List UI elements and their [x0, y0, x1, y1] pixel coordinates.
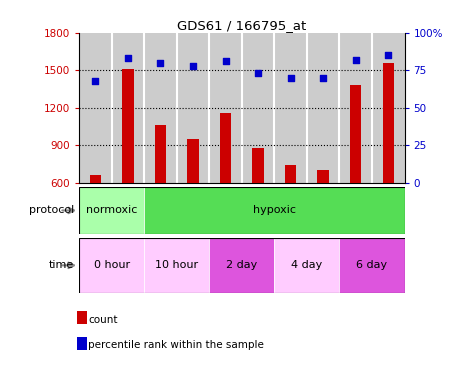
Bar: [350, 86, 361, 183]
Bar: [274, 33, 307, 183]
Point: [319, 75, 327, 81]
Text: 6 day: 6 day: [357, 260, 387, 270]
Text: 0 hour: 0 hour: [93, 260, 130, 270]
Point: [385, 52, 392, 58]
Text: normoxic: normoxic: [86, 205, 137, 216]
Bar: [274, 238, 339, 293]
Bar: [220, 113, 231, 183]
Bar: [112, 33, 144, 183]
Point: [157, 60, 164, 66]
Bar: [144, 33, 177, 183]
Point: [189, 63, 197, 69]
Bar: [79, 33, 112, 183]
Bar: [339, 238, 405, 293]
Bar: [285, 165, 296, 183]
Bar: [79, 238, 144, 293]
Bar: [252, 148, 264, 183]
Bar: [90, 175, 101, 183]
Bar: [209, 33, 242, 183]
Bar: [318, 171, 329, 183]
Bar: [339, 33, 372, 183]
Title: GDS61 / 166795_at: GDS61 / 166795_at: [177, 19, 306, 32]
Text: 2 day: 2 day: [226, 260, 258, 270]
Bar: [307, 33, 339, 183]
Bar: [144, 238, 209, 293]
Bar: [155, 126, 166, 183]
Point: [124, 56, 132, 61]
Bar: [242, 33, 274, 183]
Text: 4 day: 4 day: [291, 260, 323, 270]
Bar: [372, 33, 405, 183]
Point: [222, 59, 229, 64]
Bar: [122, 69, 133, 183]
Point: [92, 78, 99, 84]
Bar: [383, 63, 394, 183]
Text: hypoxic: hypoxic: [253, 205, 296, 216]
Text: 10 hour: 10 hour: [155, 260, 198, 270]
Bar: [79, 187, 144, 234]
Bar: [209, 238, 274, 293]
Text: percentile rank within the sample: percentile rank within the sample: [88, 340, 264, 350]
Text: protocol: protocol: [29, 205, 74, 216]
Text: count: count: [88, 315, 118, 325]
Point: [287, 75, 294, 81]
Bar: [187, 139, 199, 183]
Text: time: time: [49, 260, 74, 270]
Bar: [177, 33, 209, 183]
Bar: [144, 187, 405, 234]
Point: [254, 71, 262, 76]
Point: [352, 57, 359, 63]
